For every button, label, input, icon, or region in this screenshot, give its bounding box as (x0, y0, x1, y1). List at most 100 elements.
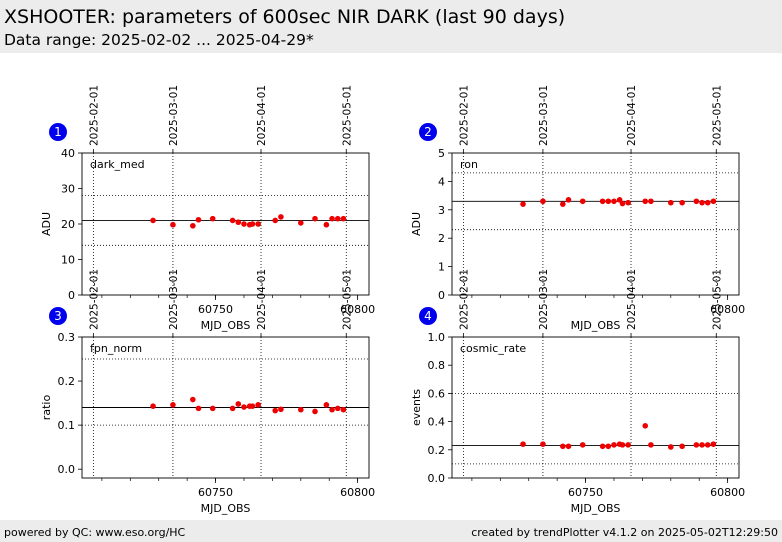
y-axis-label: ratio (40, 395, 53, 421)
data-point (170, 221, 176, 228)
data-point (329, 215, 335, 222)
data-point (648, 442, 654, 448)
data-point (642, 198, 649, 205)
y-tick-label: 5 (438, 147, 445, 160)
data-point (329, 406, 335, 413)
chart-panel-fpn-norm: 2025-02-01 2025-03-01 2025-04-01 2025-05-01… (40, 269, 375, 515)
data-point (312, 408, 318, 415)
x-tick-label: 60800 (710, 303, 745, 316)
y-tick-label: 0 (438, 289, 445, 302)
panel-number-text: 2 (424, 125, 432, 139)
date-tick-label: 2025-04-01 (626, 269, 638, 330)
footer-credit: powered by QC: www.eso.org/HC (4, 526, 186, 539)
data-point (229, 217, 236, 224)
chart-panel-cosmic-rate: 2025-02-01 2025-03-01 2025-04-01 2025-05-01… (410, 269, 745, 515)
plot-frame (451, 152, 740, 296)
data-point (611, 198, 617, 205)
data-point (560, 201, 566, 207)
data-point (565, 443, 572, 450)
data-point (190, 396, 196, 403)
panel-number-badge (49, 123, 67, 141)
data-point (334, 215, 341, 222)
y-tick-label: 3 (438, 204, 445, 217)
data-point (540, 198, 546, 205)
parameter-label: dark_med (90, 158, 145, 171)
x-axis-label: MJD_OBS (201, 319, 251, 332)
date-tick-label: 2025-04-01 (256, 269, 268, 330)
data-point (693, 442, 700, 448)
data-point (699, 442, 705, 448)
panel-number-text: 3 (54, 309, 62, 323)
data-point (334, 405, 341, 412)
data-point (704, 199, 711, 206)
data-point (298, 220, 304, 226)
plot-frame (81, 336, 370, 479)
x-axis-label: MJD_OBS (201, 502, 251, 515)
data-point (710, 441, 717, 447)
data-point (605, 198, 612, 205)
date-tick-label: 2025-03-01 (168, 269, 180, 330)
chart-panel-ron: 2025-02-01 2025-03-01 2025-04-01 2025-05-01… (410, 85, 745, 332)
y-tick-label: 0.0 (428, 472, 446, 485)
y-tick-label: 2 (438, 232, 445, 245)
data-point (625, 199, 631, 206)
data-point (195, 405, 202, 412)
date-tick-label: 2025-04-01 (256, 85, 268, 146)
x-axis-label: MJD_OBS (571, 502, 621, 515)
data-point (565, 197, 572, 203)
y-tick-label: 0.2 (428, 444, 446, 457)
date-tick-label: 2025-04-01 (626, 85, 638, 146)
y-tick-label: 0.6 (428, 387, 446, 400)
y-tick-label: 4 (438, 175, 445, 188)
data-point (679, 199, 685, 206)
data-point (323, 402, 330, 408)
y-tick-label: 1.0 (428, 331, 446, 344)
panel-number-badge (419, 123, 437, 141)
footer-generator: created by trendPlotter v4.1.2 on 2025-0… (471, 526, 778, 539)
data-point (619, 200, 626, 207)
date-tick-label: 2025-03-01 (538, 85, 550, 146)
footer-bar: powered by QC: www.eso.org/HC created by… (0, 520, 782, 542)
x-axis-label: MJD_OBS (571, 319, 621, 332)
data-point (235, 401, 242, 407)
data-point (278, 214, 284, 220)
data-point (520, 441, 526, 447)
page-title: XSHOOTER: parameters of 600sec NIR DARK … (4, 6, 566, 28)
date-tick-label: 2025-03-01 (538, 269, 550, 330)
data-point (605, 443, 612, 450)
data-point (323, 221, 330, 228)
parameter-label: ron (460, 158, 478, 171)
date-tick-label: 2025-03-01 (168, 85, 180, 146)
date-tick-label: 2025-02-01 (458, 85, 470, 146)
y-tick-label: 0.0 (58, 463, 76, 476)
plot-frame (451, 336, 740, 479)
data-point (642, 423, 649, 429)
data-point (255, 402, 261, 408)
data-point (209, 215, 216, 222)
x-tick-label: 60800 (340, 303, 375, 316)
data-point (190, 222, 196, 229)
y-tick-label: 0 (68, 289, 75, 302)
data-point (241, 221, 247, 227)
y-tick-label: 1 (438, 261, 445, 274)
panel-number-text: 4 (424, 309, 432, 323)
data-point (520, 201, 526, 207)
data-point (668, 444, 674, 450)
data-point (648, 198, 654, 205)
x-tick-label: 60750 (198, 303, 233, 316)
data-point (340, 406, 347, 413)
data-point (699, 199, 705, 206)
data-point (249, 221, 256, 227)
data-point (611, 442, 617, 448)
parameter-label: fpn_norm (90, 342, 142, 355)
data-point (560, 443, 566, 450)
date-tick-label: 2025-05-01 (711, 269, 723, 330)
data-point (625, 442, 631, 448)
header-bar: XSHOOTER: parameters of 600sec NIR DARK … (0, 0, 782, 53)
y-tick-label: 40 (61, 147, 75, 160)
data-point (704, 442, 711, 448)
y-tick-label: 0.8 (428, 359, 446, 372)
y-tick-label: 0.4 (428, 416, 446, 429)
data-point (693, 198, 700, 205)
data-point (170, 402, 176, 408)
